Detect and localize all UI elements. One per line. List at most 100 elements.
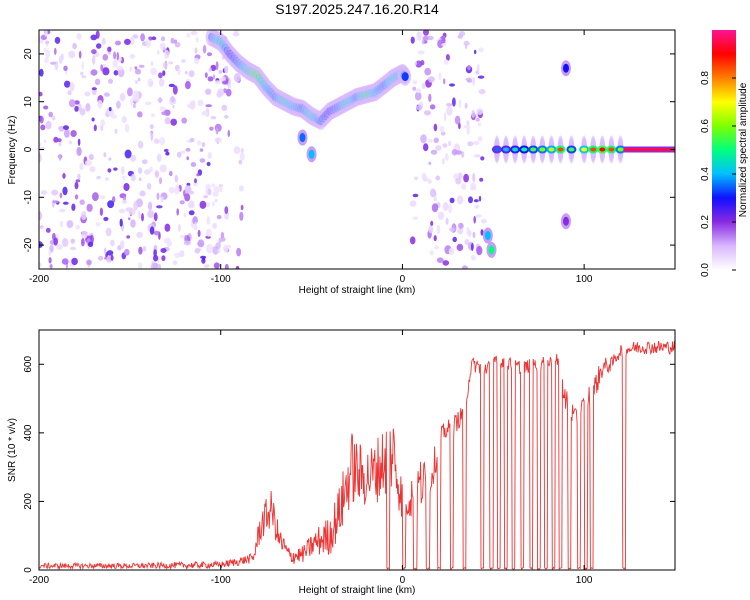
spectrogram-y-tick-label: -20	[23, 237, 34, 252]
spectrogram-noise-blob	[441, 43, 447, 47]
spectrogram-noise-blob	[197, 140, 202, 146]
colorbar-ticks: 0.0 0.2 0.4 0.6 0.8	[700, 71, 736, 277]
snr-x-tick-label: 100	[576, 575, 593, 586]
snr-x-axis-label: Height of straight line (km)	[299, 585, 416, 596]
spectrogram-noise-blob	[39, 154, 42, 163]
spectrogram-noise-blob	[51, 189, 59, 196]
snr-y-tick-label: 200	[23, 493, 34, 510]
spectrogram-noise-blob	[186, 33, 191, 38]
spectrogram-noise-blob	[479, 177, 484, 182]
spectrogram-noise-blob	[39, 115, 44, 124]
spectrogram-noise-blob	[71, 257, 78, 266]
spectrogram-noise-blob	[172, 85, 178, 95]
spectrogram-noise-blob	[464, 239, 470, 245]
spectrogram-noise-blob	[233, 146, 241, 155]
spectrogram-noise-blob	[134, 80, 138, 84]
spectrogram-noise-blob	[421, 172, 427, 180]
spectrogram-noise-blob	[213, 186, 220, 194]
spectrogram-noise-blob	[70, 246, 77, 251]
spectrogram-noise-blob	[168, 83, 175, 88]
spectrogram-noise-blob	[53, 237, 58, 246]
spectrogram-noise-blob	[90, 34, 98, 41]
spectrogram-noise-blob	[421, 39, 425, 45]
spectrogram-noise-blob	[416, 104, 423, 111]
spectrogram-noise-blob	[119, 92, 126, 102]
spectrogram-noise-blob	[204, 72, 208, 78]
spectrogram-noise-blob	[157, 50, 160, 55]
spectrogram-noise-blob	[104, 247, 107, 255]
spectrogram-noise-blob	[101, 37, 106, 46]
spectrogram-noise-blob	[70, 238, 76, 244]
spectrogram-noise-blob	[136, 231, 144, 239]
spectrogram-feature	[488, 245, 495, 255]
spectrogram-noise-blob	[208, 67, 212, 72]
spectrogram-noise-blob	[433, 235, 437, 242]
spectrogram-noise-blob	[218, 237, 222, 244]
spectrogram-y-tick-label: 0	[23, 146, 34, 152]
spectrogram-noise-blob	[94, 78, 101, 86]
spectrogram-noise-blob	[410, 36, 415, 44]
spectrogram-noise-blob	[148, 36, 153, 41]
spectrogram-noise-blob	[157, 97, 163, 103]
spectrogram-noise-blob	[172, 260, 178, 266]
spectrogram-noise-blob	[138, 262, 143, 269]
spectrogram-y-tick-label: -10	[23, 190, 34, 205]
spectrogram-noise-blob	[443, 78, 446, 85]
spectrogram-noise-blob	[113, 70, 119, 76]
spectrogram-noise-blob	[224, 206, 229, 215]
spectrogram-noise-blob	[115, 40, 121, 46]
spectrogram-noise-blob	[40, 190, 48, 195]
spectrogram-noise-blob	[473, 154, 481, 158]
spectrogram-carrier-core	[530, 147, 537, 152]
spectrogram-noise-blob	[452, 236, 458, 243]
spectrogram-x-tick-label: 0	[400, 274, 406, 285]
spectrogram-noise-blob	[205, 187, 208, 197]
spectrogram-noise-blob	[120, 240, 125, 250]
spectrogram-noise-blob	[156, 192, 160, 200]
spectrogram-noise-blob	[91, 87, 97, 91]
spectrogram-noise-blob	[206, 161, 211, 167]
spectrogram-noise-blob	[125, 207, 133, 212]
spectrogram-noise-blob	[202, 45, 207, 54]
spectrogram-noise-blob	[130, 173, 136, 182]
spectrogram-noise-blob	[61, 238, 69, 247]
spectrogram-ridge-point	[401, 72, 409, 82]
spectrogram-noise-blob	[159, 78, 165, 87]
spectrogram-noise-blob	[139, 190, 146, 197]
spectrogram-noise-blob	[160, 36, 166, 42]
spectrogram-noise-blob	[210, 64, 217, 72]
spectrogram-noise-blob	[107, 78, 114, 84]
spectrogram-noise-blob	[204, 264, 210, 268]
spectrogram-noise-blob	[164, 117, 171, 125]
spectrogram-noise-blob	[108, 106, 112, 112]
spectrogram-noise-blob	[108, 157, 112, 161]
spectrogram-noise-blob	[470, 254, 476, 261]
spectrogram-noise-blob	[424, 67, 432, 76]
spectrogram-noise-blob	[177, 223, 181, 232]
spectrogram-noise-blob	[427, 138, 434, 143]
spectrogram-noise-blob	[443, 112, 447, 122]
spectrogram-noise-blob	[48, 250, 52, 256]
spectrogram-noise-blob	[132, 34, 139, 39]
spectrogram-noise-blob	[106, 255, 112, 263]
spectrogram-noise-blob	[107, 46, 112, 53]
spectrogram-noise-blob	[201, 142, 206, 148]
spectrogram-noise-blob	[478, 89, 486, 95]
spectrogram-noise-blob	[476, 245, 483, 256]
spectrogram-noise-blob	[221, 80, 229, 85]
spectrogram-noise-blob	[180, 234, 184, 239]
spectrogram-noise-blob	[77, 173, 81, 180]
spectrogram-noise-blob	[129, 54, 136, 59]
spectrogram-noise-blob	[179, 200, 185, 205]
spectrogram-noise-blob	[130, 219, 136, 228]
spectrogram-noise-blob	[217, 249, 221, 253]
spectrogram-noise-blob	[436, 224, 441, 235]
spectrogram-noise-blob	[66, 220, 74, 229]
spectrogram-noise-blob	[149, 81, 154, 86]
spectrogram-noise-blob	[39, 91, 43, 97]
spectrogram-noise-blob	[39, 68, 44, 77]
colorbar-tick-label: 0.6	[700, 119, 711, 133]
spectrogram-noise-blob	[103, 216, 109, 222]
spectrogram-noise-blob	[215, 61, 219, 71]
spectrogram-noise-blob	[40, 124, 46, 131]
